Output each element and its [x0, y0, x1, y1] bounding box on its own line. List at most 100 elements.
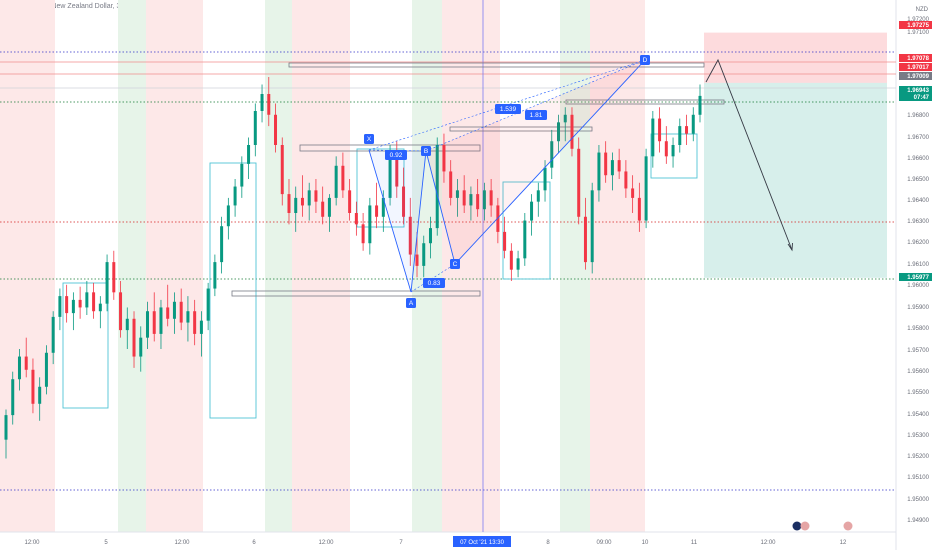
candle — [341, 152, 345, 198]
candle — [307, 182, 311, 221]
candle-body — [455, 190, 459, 198]
candle — [85, 281, 89, 315]
ratio-label-bg — [423, 278, 445, 288]
projection-path — [705, 58, 793, 251]
candle-body — [597, 152, 601, 191]
candle — [348, 179, 352, 221]
candle — [172, 292, 176, 334]
candle — [152, 292, 156, 342]
candle — [664, 126, 668, 164]
candle — [179, 288, 183, 331]
candle — [509, 243, 513, 281]
candle — [253, 103, 257, 157]
y-tick-label: 1.95200 — [907, 454, 929, 460]
candle — [65, 284, 69, 323]
candle-body — [280, 145, 284, 195]
candle — [462, 175, 466, 213]
price-label: 1.96943 — [907, 88, 929, 94]
candle — [38, 377, 42, 421]
x-tick-label: 10 — [642, 540, 649, 546]
level-bar — [288, 62, 705, 68]
candle-body — [624, 171, 628, 189]
candle-body — [145, 311, 149, 338]
candle — [476, 179, 480, 217]
candle — [368, 197, 372, 255]
candle-body — [604, 152, 608, 176]
x-tick-label: 12 — [840, 540, 847, 546]
candle — [112, 250, 116, 300]
price-label-countdown: 07:47 — [914, 95, 930, 101]
candle-body — [85, 292, 89, 308]
candle — [590, 182, 594, 274]
candle-body — [557, 122, 561, 142]
candle-body — [112, 262, 116, 293]
candle-body — [496, 205, 500, 232]
candle — [597, 145, 601, 202]
session-band — [412, 0, 442, 532]
candle — [678, 118, 682, 153]
session-band — [590, 0, 645, 532]
candle-body — [65, 296, 69, 314]
candle-body — [442, 145, 446, 172]
candle — [644, 148, 648, 229]
pattern-point-c: C — [453, 261, 458, 268]
x-tick-label: 09:00 — [596, 540, 612, 546]
candle — [159, 299, 163, 349]
candle-body — [92, 292, 96, 312]
candle-body — [166, 307, 170, 319]
candle-body — [226, 205, 230, 227]
candle — [334, 156, 338, 206]
candle-body — [206, 288, 210, 321]
candle-body — [462, 190, 466, 206]
candle-body — [375, 205, 379, 217]
candle — [610, 152, 614, 191]
session-band — [292, 0, 350, 532]
event-flag-icon — [800, 521, 810, 531]
y-tick-label: 1.95400 — [907, 412, 929, 418]
candle — [617, 148, 621, 179]
candle-body — [119, 292, 123, 331]
price-label: 1.97009 — [907, 74, 929, 80]
xab-triangle — [369, 150, 426, 292]
candle-body — [550, 141, 554, 168]
candle-body — [530, 201, 534, 221]
candle-body — [516, 258, 520, 270]
candle — [119, 281, 123, 338]
candle — [233, 179, 237, 217]
candle — [698, 84, 702, 123]
candle-body — [563, 114, 567, 123]
candle — [58, 288, 62, 331]
pattern-point-a: A — [409, 300, 414, 307]
candle-body — [428, 228, 432, 244]
y-tick-label: 1.96600 — [907, 156, 929, 162]
event-flag-icon — [792, 521, 802, 531]
currency-label: NZD — [916, 7, 929, 13]
candle-body — [503, 231, 507, 251]
candle-body — [422, 243, 426, 266]
candle-body — [536, 190, 540, 202]
candle-body — [631, 188, 635, 198]
candle-body — [186, 311, 190, 323]
candle — [530, 194, 534, 236]
y-tick-label: 1.94900 — [907, 518, 929, 524]
price-label: 1.97275 — [907, 23, 929, 29]
candle-body — [583, 216, 587, 263]
candle — [220, 216, 224, 274]
candle-body — [543, 167, 547, 191]
session-band — [0, 0, 55, 532]
ac-ratio-line — [410, 263, 456, 293]
candle — [375, 182, 379, 229]
candle-body — [644, 156, 648, 221]
pattern-point-x: X — [367, 136, 372, 143]
x-tick-label: 12:00 — [760, 540, 776, 546]
price-label: 1.95977 — [907, 275, 929, 281]
candle — [327, 194, 331, 232]
candle — [31, 358, 35, 414]
candle-body — [132, 318, 136, 357]
candle — [166, 284, 170, 327]
candle-body — [31, 369, 35, 404]
candle-body — [78, 299, 82, 308]
y-tick-label: 1.95900 — [907, 305, 929, 311]
